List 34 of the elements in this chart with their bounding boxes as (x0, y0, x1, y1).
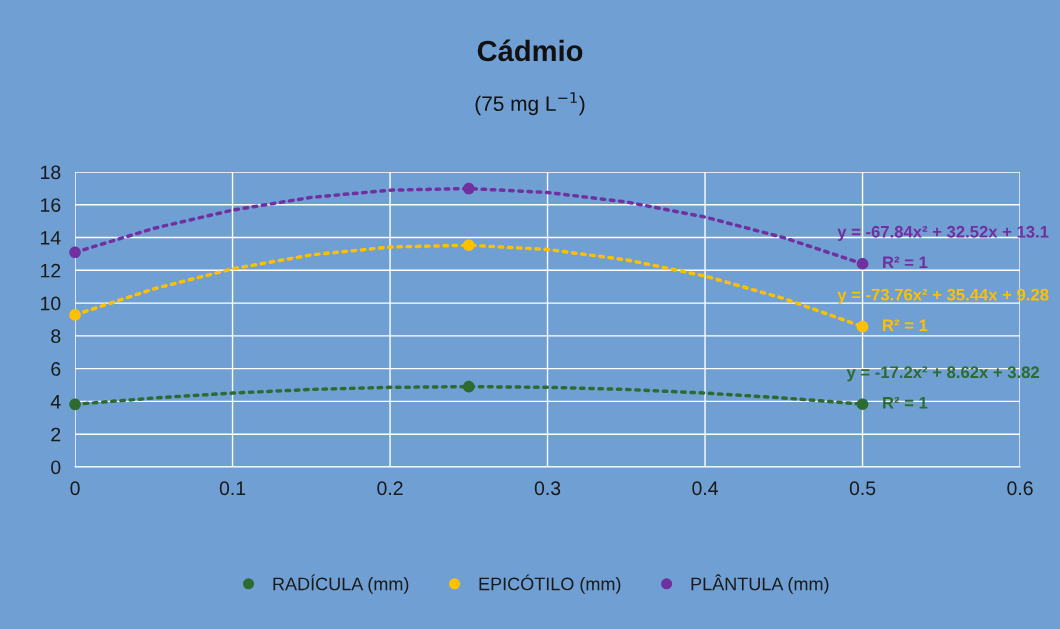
point (69, 246, 81, 259)
x-tick-label: 0.1 (219, 481, 246, 496)
y-tick-label: 2 (51, 427, 61, 442)
annotation: R² = 1 (883, 256, 928, 269)
point (69, 398, 81, 411)
y-tick-label: 0 (51, 460, 61, 475)
annotation: y = -73.76x² + 35.44x + 9.28 (837, 288, 1049, 304)
y-tick-label: 10 (41, 296, 61, 311)
x-tick-label: 0.5 (849, 481, 876, 496)
x-tick-label: 0.6 (1007, 481, 1033, 496)
y-tick-label: 12 (41, 263, 61, 278)
y-tick-label: 14 (41, 231, 61, 245)
annotation: R² = 1 (883, 319, 928, 331)
point (462, 239, 475, 252)
y-tick-label: 16 (41, 198, 61, 212)
y-tick-label: 8 (51, 329, 61, 344)
point (856, 257, 869, 270)
y-tick-label: 4 (50, 395, 61, 409)
legend-label: EPICÓTILO (mm) (479, 574, 621, 594)
point (462, 380, 475, 393)
legend-label: RADÍCULA (mm) (273, 574, 409, 594)
x-tick-label: 0 (70, 481, 80, 496)
y-tick-label: 18 (41, 165, 61, 180)
point (69, 309, 81, 321)
x-tick-label: 0.4 (692, 481, 718, 496)
chart-subtitle: (75 mg L$^{−1}$) (475, 92, 585, 116)
point (856, 398, 869, 411)
chart-title: Cádmio (477, 39, 583, 62)
y-tick-label: 6 (51, 362, 61, 376)
legend-label: PLÂNTULA (mm) (691, 574, 829, 594)
x-tick-label: 0.3 (534, 481, 561, 496)
point (462, 182, 475, 195)
point (856, 320, 869, 333)
x-tick-label: 0.2 (377, 481, 403, 496)
